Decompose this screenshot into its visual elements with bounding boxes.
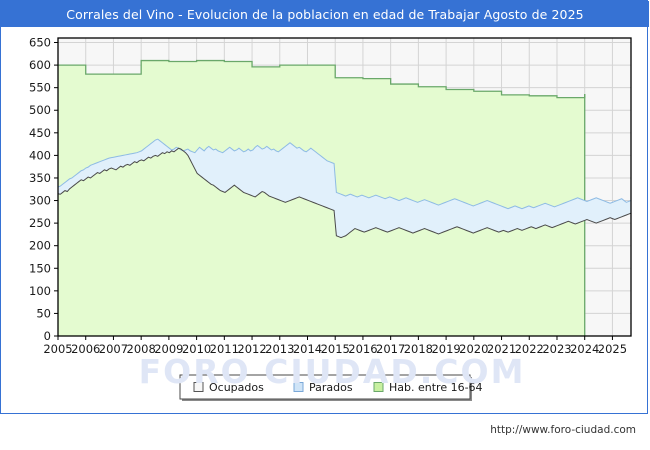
series-line-parados (57, 138, 632, 210)
x-axis-tick-label: 2015 (321, 342, 350, 356)
x-axis-tick-label: 2021 (487, 342, 516, 356)
y-axis-tick-label: 300 (29, 194, 51, 208)
page-title: Corrales del Vino - Evolucion de la pobl… (66, 6, 584, 22)
x-axis-tick-label: 2008 (127, 342, 156, 356)
y-axis-tick-label: 0 (44, 329, 51, 343)
y-axis-tick-label: 200 (29, 239, 51, 253)
legend-box (179, 374, 471, 400)
population-chart: 0 50 100 150 200 250 300 350 400 450 500 550 600 650 2… (29, 36, 632, 401)
footer-url: http://www.foro-ciudad.com (490, 424, 636, 436)
legend-label-0: Ocupados (209, 381, 264, 394)
window-title-bar: Corrales del Vino - Evolucion de la pobl… (1, 1, 649, 27)
x-axis-tick-label: 2025 (598, 342, 627, 356)
y-axis-tick-label: 450 (29, 126, 51, 140)
series-line-ocupados (57, 147, 632, 239)
series-line-habitantes (58, 59, 586, 99)
legend-swatch-2 (373, 382, 384, 392)
legend-label-2: Hab. entre 16-64 (389, 381, 483, 394)
x-axis-tick-label: 2009 (154, 342, 183, 356)
x-axis-tick-label: 2006 (71, 342, 100, 356)
x-axis-tick-label: 2022 (515, 342, 544, 356)
x-axis-tick-label: 2007 (99, 342, 128, 356)
x-axis-tick-label: 2010 (182, 342, 211, 356)
x-axis-tick-label: 2013 (265, 342, 294, 356)
x-axis-tick-label: 2018 (404, 342, 433, 356)
y-axis-tick-label: 400 (29, 148, 51, 162)
legend-label-1: Parados (309, 381, 353, 394)
chart-window: Corrales del Vino - Evolucion de la pobl… (0, 0, 649, 414)
legend-swatch-1 (293, 382, 304, 392)
x-axis-tick-label: 2012 (237, 342, 266, 356)
y-axis-tick-label: 550 (29, 81, 51, 95)
x-axis-tick-label: 2014 (293, 342, 322, 356)
x-axis-tick-label: 2024 (570, 342, 599, 356)
y-axis-tick-label: 50 (36, 306, 51, 320)
plot-frame (57, 37, 632, 337)
x-axis-tick-label: 2017 (376, 342, 405, 356)
y-axis-tick-label: 500 (29, 103, 51, 117)
y-axis-tick-label: 600 (29, 58, 51, 72)
y-axis-tick-label: 100 (29, 284, 51, 298)
legend-swatch-0 (193, 382, 204, 392)
y-axis-tick-label: 150 (29, 261, 51, 275)
x-axis-tick-label: 2005 (43, 342, 72, 356)
x-axis-tick-label: 2016 (348, 342, 377, 356)
plot-area-container: 0 50 100 150 200 250 300 350 400 450 500 550 600 650 2… (1, 27, 649, 413)
y-axis-tick-label: 650 (29, 36, 51, 50)
y-axis-tick-label: 350 (29, 171, 51, 185)
x-axis-tick-label: 2020 (459, 342, 488, 356)
y-axis-tick-label: 250 (29, 216, 51, 230)
x-axis-tick-label: 2023 (542, 342, 571, 356)
series-area-parados (58, 139, 631, 238)
x-axis-tick-label: 2019 (431, 342, 460, 356)
x-axis-tick-label: 2011 (210, 342, 239, 356)
